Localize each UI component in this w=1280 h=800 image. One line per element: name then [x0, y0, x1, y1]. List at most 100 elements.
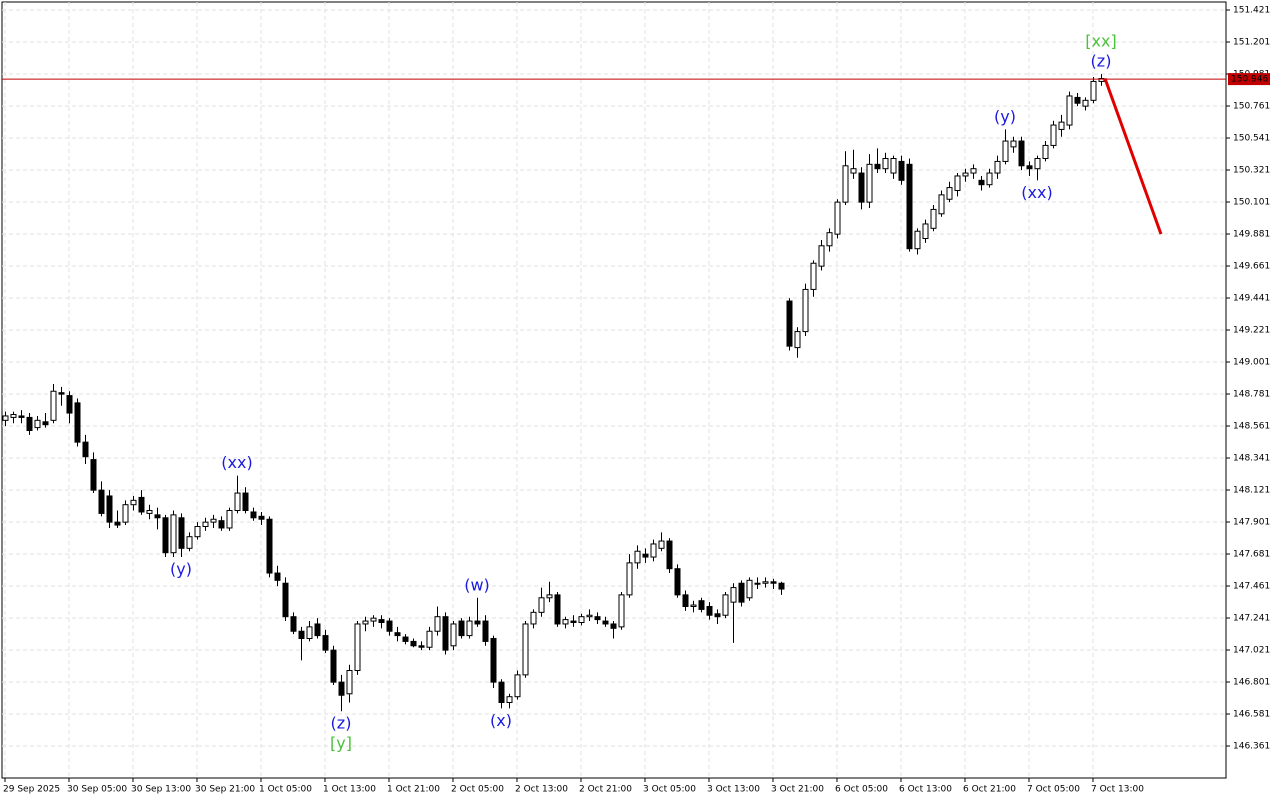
x-tick-label: 1 Oct 21:00 — [387, 785, 440, 795]
y-tick-label: 148.341 — [1233, 454, 1270, 464]
candle-body — [466, 620, 473, 637]
candle-body — [898, 160, 905, 181]
candle-body — [538, 597, 545, 613]
candle-body — [82, 441, 89, 458]
overlays: (xx)(y)(z)[y](w)(x)(y)(xx)(z)[xx] — [2, 32, 1226, 753]
candle-body — [578, 616, 585, 624]
candle-body — [626, 562, 633, 596]
candle-body — [1018, 140, 1025, 167]
candle-body — [130, 499, 137, 506]
candle-body — [122, 504, 129, 523]
candle-body — [874, 163, 881, 170]
candle-body — [714, 613, 721, 618]
candle-body — [2, 415, 9, 421]
x-tick-label: 1 Oct 05:00 — [259, 785, 312, 795]
candles — [2, 74, 1105, 712]
candle-body — [1026, 165, 1033, 170]
candle-body — [610, 623, 617, 629]
candle-body — [266, 518, 273, 574]
candle-body — [802, 288, 809, 333]
candle-body — [834, 201, 841, 235]
candle-body — [114, 521, 121, 526]
candle-body — [786, 300, 793, 347]
candle-body — [138, 496, 145, 513]
candle-body — [858, 172, 865, 203]
candle-body — [994, 160, 1001, 174]
candle-body — [690, 604, 697, 608]
y-tick-label: 148.121 — [1233, 486, 1270, 496]
wave-label: (z) — [1091, 52, 1112, 71]
candle-body — [770, 581, 777, 584]
candle-body — [794, 331, 801, 349]
candle-body — [482, 620, 489, 642]
candle-body — [346, 670, 353, 695]
candle-body — [506, 696, 513, 704]
candle-body — [1002, 140, 1009, 162]
bid-label-box — [1228, 73, 1270, 86]
candle-body — [938, 194, 945, 215]
x-tick-label: 6 Oct 21:00 — [963, 785, 1016, 795]
candle-body — [842, 165, 849, 203]
candle-body — [682, 594, 689, 608]
candle-body — [218, 520, 225, 529]
bid-label: 150.946 — [1231, 75, 1268, 85]
candle-body — [594, 616, 601, 621]
candle-body — [698, 600, 705, 610]
candle-body — [1010, 140, 1017, 148]
x-tick-label: 7 Oct 13:00 — [1091, 785, 1144, 795]
y-tick-label: 146.801 — [1233, 678, 1270, 688]
candle-body — [954, 175, 961, 192]
candle-body — [306, 626, 313, 640]
y-tick-label: 147.021 — [1233, 646, 1270, 656]
candle-body — [498, 681, 505, 704]
candle-body — [554, 594, 561, 625]
y-tick-label: 149.441 — [1233, 294, 1270, 304]
x-tick-label: 30 Sep 05:00 — [67, 785, 127, 795]
candle-body — [746, 579, 753, 599]
candle-body — [1066, 95, 1073, 126]
candle-body — [42, 421, 49, 426]
candle-body — [882, 158, 889, 170]
candle-body — [850, 168, 857, 174]
y-tick-label: 150.321 — [1233, 166, 1270, 176]
candle-body — [178, 517, 185, 549]
candle-body — [386, 620, 393, 632]
candle-body — [474, 620, 481, 625]
wave-label: (x) — [490, 711, 512, 730]
y-tick-label: 147.681 — [1233, 550, 1270, 560]
wave-label: (y) — [170, 560, 192, 579]
candle-body — [258, 515, 265, 520]
y-tick-label: 149.001 — [1233, 358, 1270, 368]
candle-body — [730, 587, 737, 603]
y-tick-label: 149.881 — [1233, 230, 1270, 240]
candle-body — [562, 619, 569, 625]
candle-body — [34, 419, 41, 429]
y-tick-label: 147.461 — [1233, 582, 1270, 592]
candle-body — [154, 514, 161, 519]
candle-body — [442, 616, 449, 651]
candle-body — [962, 172, 969, 177]
candle-body — [394, 632, 401, 637]
candle-body — [818, 245, 825, 267]
candle-body — [866, 163, 873, 203]
candle-body — [1058, 121, 1065, 130]
x-tick-label: 3 Oct 05:00 — [643, 785, 696, 795]
y-tick-label: 151.421 — [1233, 6, 1270, 16]
candle-body — [810, 262, 817, 290]
wave-label: [y] — [330, 734, 352, 753]
y-tick-label: 151.201 — [1233, 38, 1270, 48]
candle-body — [18, 415, 25, 418]
candle-body — [738, 582, 745, 603]
y-tick-label: 148.781 — [1233, 390, 1270, 400]
candle-body — [298, 630, 305, 640]
x-tick-label: 30 Sep 21:00 — [195, 785, 255, 795]
candle-body — [570, 620, 577, 624]
y-tick-label: 150.541 — [1233, 134, 1270, 144]
candle-body — [490, 638, 497, 683]
candle-body — [1082, 99, 1089, 107]
candle-body — [722, 594, 729, 616]
grid — [2, 2, 1226, 778]
x-tick-label: 3 Oct 21:00 — [771, 785, 824, 795]
candle-body — [146, 510, 153, 514]
